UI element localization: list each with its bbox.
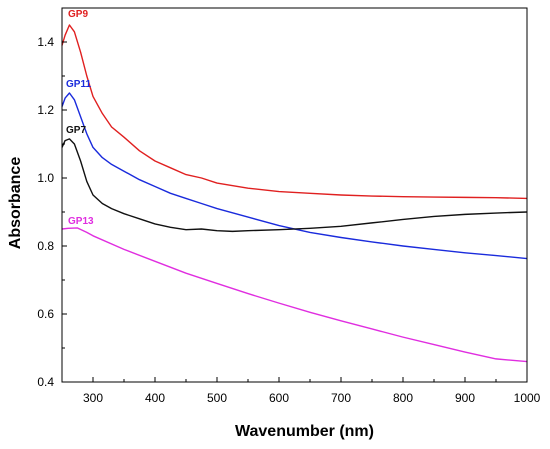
x-axis-ticks: 300 400 500 600 700 800 900 1000 — [61, 377, 541, 405]
series-line-gp11 — [61, 92, 528, 260]
y-tick-label: 1.4 — [37, 35, 54, 49]
series-label-gp11: GP11 — [66, 79, 91, 90]
x-tick-label: 600 — [269, 391, 289, 405]
y-tick-label: 0.4 — [37, 375, 54, 389]
x-tick-label: 1000 — [514, 391, 541, 405]
y-tick-label: 0.6 — [37, 307, 54, 321]
series-label-gp13: GP13 — [68, 216, 94, 227]
x-axis-title: Wavenumber (nm) — [235, 423, 374, 440]
series-layer — [61, 24, 528, 363]
y-axis-ticks: 0.4 0.6 0.8 1.0 1.2 1.4 — [37, 7, 67, 389]
series-label-gp9: GP9 — [68, 9, 88, 20]
x-tick-label: 400 — [145, 391, 165, 405]
series-line-gp13 — [61, 227, 528, 363]
y-tick-label: 0.8 — [37, 239, 54, 253]
y-tick-label: 1.0 — [37, 171, 54, 185]
series-label-gp7: GP7 — [66, 125, 86, 136]
y-tick-label: 1.2 — [37, 103, 54, 117]
series-line-gp7 — [61, 138, 528, 233]
x-tick-label: 700 — [331, 391, 351, 405]
series-line-gp9 — [61, 24, 528, 200]
y-axis-title: Absorbance — [7, 157, 24, 250]
plot-frame — [61, 7, 528, 383]
x-tick-label: 300 — [83, 391, 103, 405]
x-tick-label: 900 — [455, 391, 475, 405]
series-labels: GP9 GP11 GP7 GP13 — [66, 9, 94, 227]
x-tick-label: 800 — [393, 391, 413, 405]
x-tick-label: 500 — [207, 391, 227, 405]
